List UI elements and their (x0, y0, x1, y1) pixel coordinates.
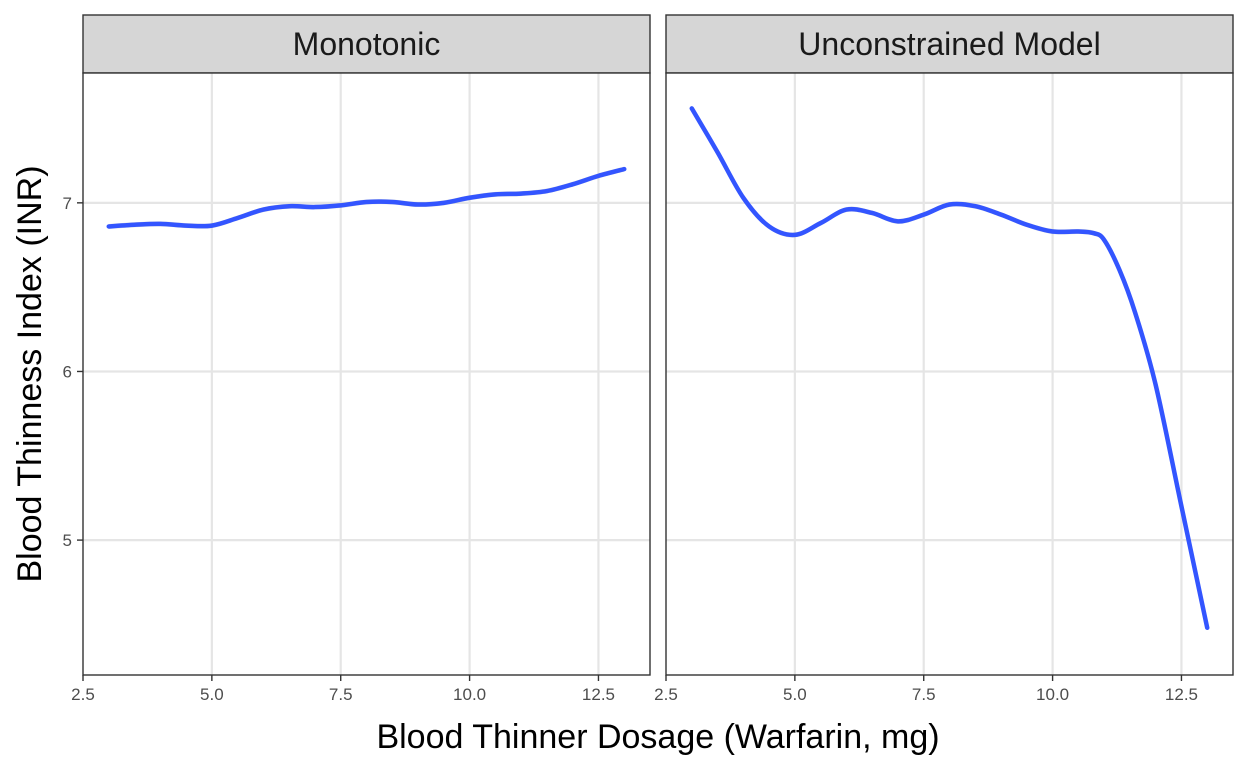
x-axis-title: Blood Thinner Dosage (Warfarin, mg) (376, 718, 939, 756)
x-tick-label: 5.0 (200, 685, 224, 704)
y-tick-label: 5 (63, 531, 72, 550)
panel-background-1 (83, 73, 650, 675)
y-tick-label: 6 (63, 362, 72, 381)
panel-border-2 (665, 72, 1234, 676)
facet-strip-label-1: Monotonic (293, 26, 441, 62)
facet-strip-1 (82, 14, 651, 74)
x-tick-label: 5.0 (783, 685, 807, 704)
y-axis-title: Blood Thinness Index (INR) (11, 165, 49, 582)
x-tick-label: 7.5 (329, 685, 353, 704)
series-line-2 (689, 106, 1210, 631)
panel-background-2 (666, 73, 1233, 675)
x-tick-label: 10.0 (1036, 685, 1069, 704)
x-tick-label: 10.0 (453, 685, 486, 704)
panel-border-1 (82, 72, 651, 676)
x-tick-label: 12.5 (1165, 685, 1198, 704)
x-tick-label: 2.5 (71, 685, 95, 704)
x-tick-label: 2.5 (654, 685, 678, 704)
x-tick-label: 12.5 (582, 685, 615, 704)
y-tick-label: 7 (63, 194, 72, 213)
x-tick-label: 7.5 (912, 685, 936, 704)
series-line-1 (106, 166, 627, 229)
facet-strip-label-2: Unconstrained Model (798, 26, 1100, 62)
